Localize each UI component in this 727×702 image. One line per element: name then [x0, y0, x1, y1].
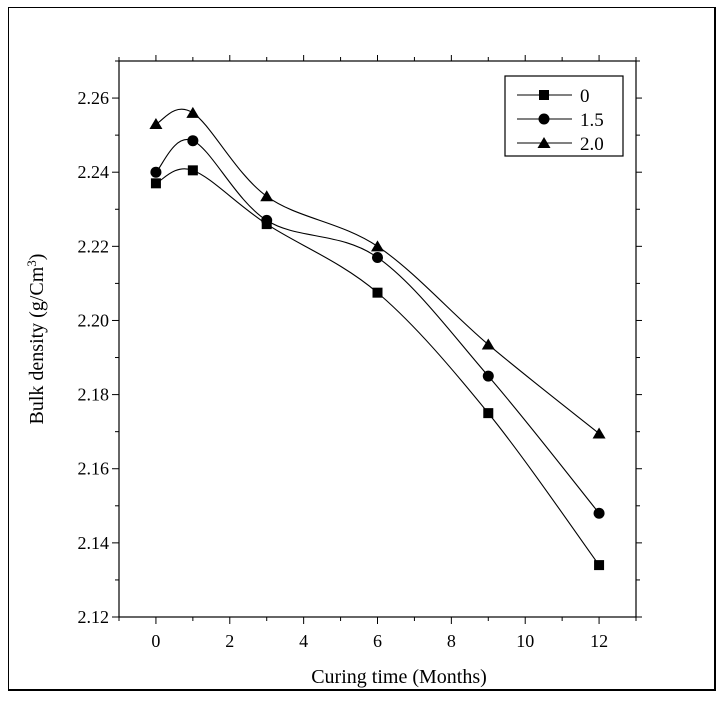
y-axis-label-base: Bulk density (g/Cm — [26, 266, 48, 424]
data-point-2.0 — [149, 118, 163, 130]
data-point-1.5 — [593, 507, 605, 519]
y-axis-label-superscript: 3 — [24, 260, 39, 267]
y-tick-label: 2.22 — [78, 236, 110, 256]
y-tick-label: 2.14 — [78, 533, 110, 553]
y-axis-label: Bulk density (g/Cm3) — [24, 254, 49, 425]
y-tick-label: 2.26 — [78, 88, 110, 108]
y-axis-ticks: 2.12 2.14 2.16 2.18 2.20 2.22 2.24 2.26 — [78, 60, 642, 627]
series-line-0 — [155, 168, 600, 566]
x-axis-ticks: 0 2 4 6 8 10 12 — [118, 55, 637, 651]
legend-marker-2.0 — [537, 137, 551, 148]
legend-label-1.5: 1.5 — [580, 110, 604, 131]
y-tick-label: 2.20 — [78, 310, 110, 330]
data-point-0 — [187, 165, 198, 176]
legend-marker-0 — [539, 90, 549, 100]
series-line-2.0 — [155, 108, 600, 434]
data-point-1.5 — [482, 370, 494, 382]
data-point-0 — [150, 178, 161, 189]
data-point-2.0 — [186, 106, 200, 118]
series-lines — [155, 108, 600, 566]
data-point-2.0 — [592, 427, 606, 439]
data-point-0 — [594, 560, 605, 571]
data-point-2.0 — [260, 190, 274, 202]
y-tick-label: 2.24 — [78, 162, 110, 182]
data-point-0 — [483, 408, 494, 419]
legend-marker-1.5 — [538, 113, 550, 125]
x-tick-label: 0 — [151, 631, 160, 651]
x-tick-label: 10 — [516, 631, 534, 651]
x-tick-label: 8 — [447, 631, 456, 651]
x-tick-label: 12 — [590, 631, 608, 651]
series-line-1.5 — [155, 138, 600, 514]
data-point-1.5 — [261, 214, 273, 226]
legend: 0 1.5 2.0 — [504, 75, 624, 157]
data-point-1.5 — [372, 251, 383, 263]
x-axis-label: Curing time (Months) — [311, 666, 487, 688]
legend-label-2.0: 2.0 — [580, 134, 604, 155]
data-point-2.0 — [371, 240, 384, 252]
x-tick-label: 6 — [373, 631, 382, 651]
data-point-2.0 — [481, 338, 495, 350]
legend-box — [504, 75, 624, 157]
legend-label-0: 0 — [580, 86, 590, 107]
data-point-1.5 — [187, 135, 199, 147]
y-tick-label: 2.16 — [78, 459, 110, 479]
y-axis-label-close: ) — [26, 254, 48, 261]
series-markers — [149, 106, 606, 571]
y-tick-label: 2.18 — [78, 385, 110, 405]
data-point-0 — [372, 287, 383, 298]
data-point-1.5 — [150, 166, 162, 178]
y-tick-label: 2.12 — [78, 607, 110, 627]
x-tick-label: 4 — [299, 631, 308, 651]
x-tick-label: 2 — [225, 631, 234, 651]
